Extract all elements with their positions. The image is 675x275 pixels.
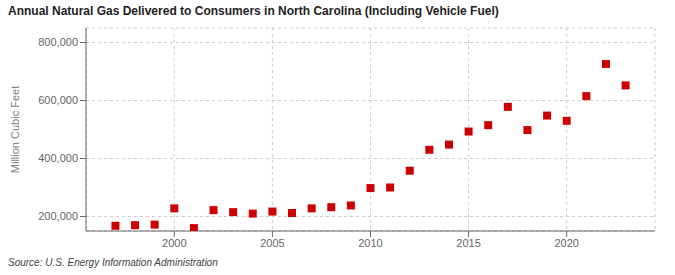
svg-text:200,000: 200,000 xyxy=(38,210,78,222)
svg-text:2000: 2000 xyxy=(162,237,186,249)
svg-text:2015: 2015 xyxy=(456,237,480,249)
svg-text:2010: 2010 xyxy=(358,237,382,249)
svg-text:800,000: 800,000 xyxy=(38,36,78,48)
html-text:Annual Natural Gas Delivered t: Annual Natural Gas Delivered to Consumer… xyxy=(8,4,499,18)
svg-text:400,000: 400,000 xyxy=(38,152,78,164)
svg-text:2005: 2005 xyxy=(260,237,284,249)
svg-text:Million Cubic Feet: Million Cubic Feet xyxy=(9,86,21,173)
svg-text:2020: 2020 xyxy=(554,237,578,249)
svg-text:600,000: 600,000 xyxy=(38,94,78,106)
html-text:Source: U.S. Energy Informatio: Source: U.S. Energy Information Administ… xyxy=(8,257,218,268)
